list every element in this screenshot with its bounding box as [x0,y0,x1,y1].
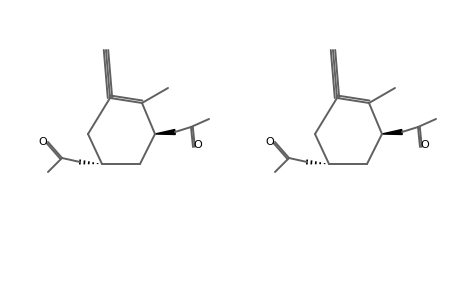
Polygon shape [381,130,401,134]
Text: O: O [193,140,202,150]
Polygon shape [155,130,175,134]
Text: O: O [39,137,47,147]
Text: O: O [420,140,428,150]
Text: O: O [265,137,274,147]
